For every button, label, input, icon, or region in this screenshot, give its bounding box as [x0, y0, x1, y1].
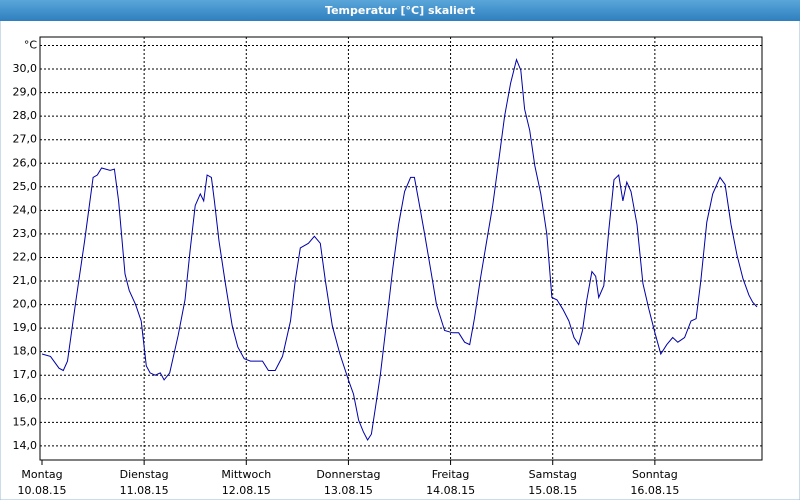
plot-frame: [39, 36, 763, 461]
y-tick-label: 20,0: [13, 298, 38, 311]
y-tick-label: 21,0: [13, 274, 38, 287]
y-tick-label: 14,0: [13, 439, 38, 452]
y-tick-label: 28,0: [13, 109, 38, 122]
line-series: [41, 57, 758, 441]
x-tick-label: Samstag: [529, 468, 577, 481]
y-unit: °C: [24, 39, 38, 52]
title-bar: [0, 0, 800, 21]
y-tick-label: 26,0: [13, 156, 38, 169]
y-tick-label: 17,0: [13, 368, 38, 381]
y-tick-label: 29,0: [13, 86, 38, 99]
y-tick-label: 15,0: [13, 415, 38, 428]
y-tick-label: 19,0: [13, 321, 38, 334]
x-tick-date: 13.08.15: [324, 484, 373, 497]
y-tick-label: 27,0: [13, 133, 38, 146]
y-tick-label: 25,0: [13, 180, 38, 193]
y-tick-label: 23,0: [13, 227, 38, 240]
x-tick-label: Montag: [21, 468, 62, 481]
y-tick-label: 30,0: [13, 62, 38, 75]
x-tick-date: 10.08.15: [18, 484, 67, 497]
x-tick-label: Donnerstag: [316, 468, 380, 481]
x-tick-date: 15.08.15: [528, 484, 577, 497]
x-tick-label: Sonntag: [632, 468, 678, 481]
x-tick-label: Mittwoch: [221, 468, 271, 481]
y-tick-label: 24,0: [13, 203, 38, 216]
y-tick-label: 18,0: [13, 345, 38, 358]
x-tick-date: 11.08.15: [120, 484, 169, 497]
x-tick-date: 14.08.15: [426, 484, 475, 497]
x-tick-label: Freitag: [432, 468, 470, 481]
y-tick-label: 16,0: [13, 392, 38, 405]
y-tick-label: 22,0: [13, 250, 38, 263]
x-tick-label: Dienstag: [120, 468, 169, 481]
x-tick-date: 12.08.15: [222, 484, 271, 497]
chart-title: Temperatur [°C] skaliert: [325, 4, 475, 17]
x-tick-date: 16.08.15: [630, 484, 679, 497]
